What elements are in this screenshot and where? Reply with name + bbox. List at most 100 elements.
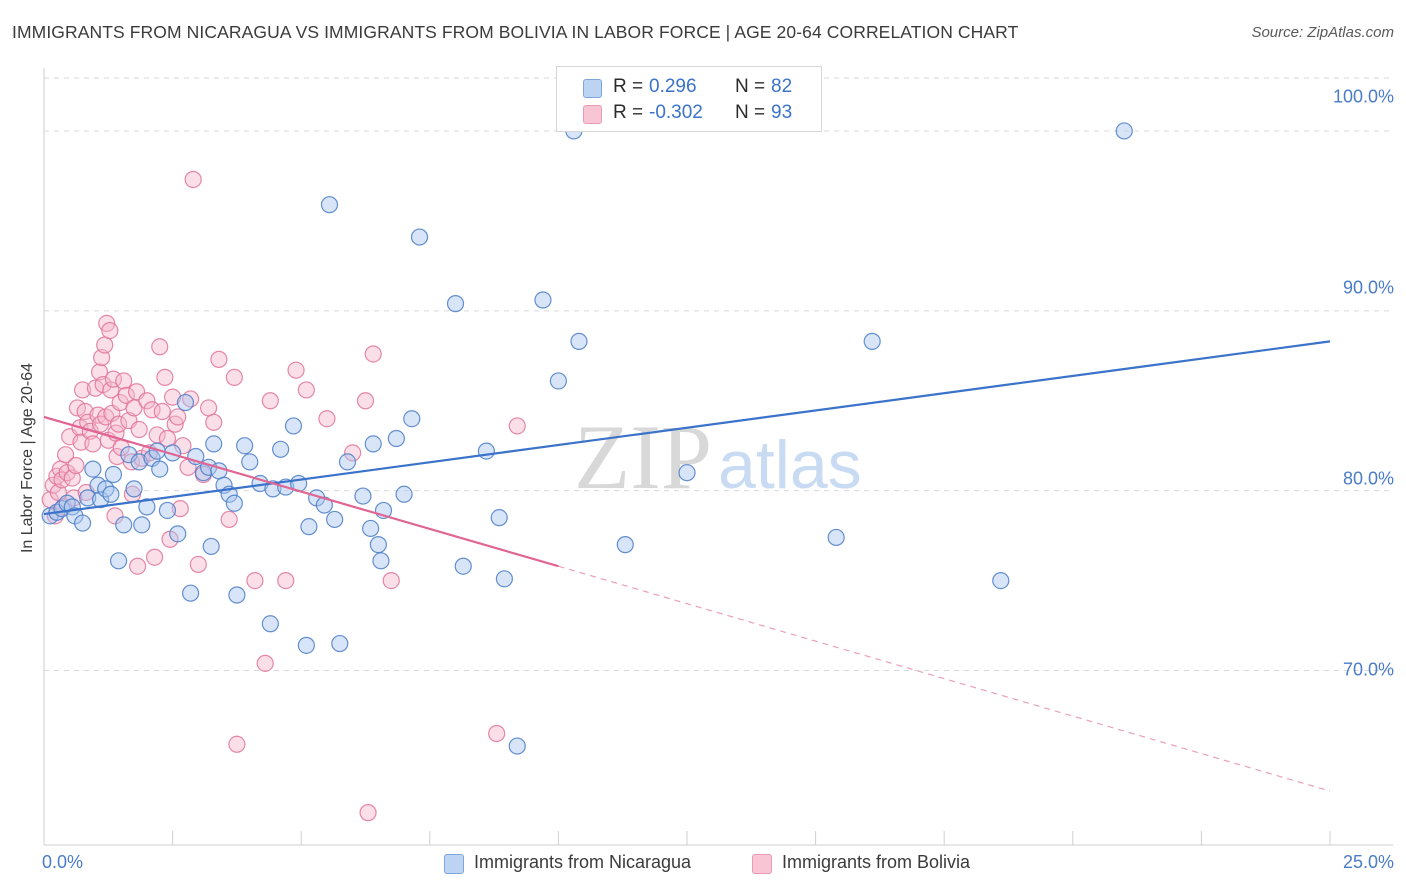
bolivia-point	[117, 386, 135, 404]
nicaragua-point	[369, 536, 387, 554]
bolivia-point	[220, 510, 238, 529]
nicaragua-point	[320, 196, 339, 214]
bolivia-point	[129, 557, 147, 575]
nicaragua-point	[508, 737, 526, 755]
bolivia-point	[200, 399, 218, 417]
bolivia-point	[96, 336, 114, 354]
nicaragua-point	[91, 491, 110, 509]
nicaragua-point	[104, 465, 123, 484]
nicaragua-point	[169, 525, 187, 543]
nicaragua-point	[678, 464, 696, 482]
nicaragua-point	[138, 498, 156, 516]
y-tick-label-100: 100.0%	[1332, 86, 1394, 107]
nicaragua-point	[228, 586, 246, 604]
bolivia-point	[76, 402, 94, 421]
nicaragua-point	[863, 332, 881, 350]
legend-label-nicaragua: Immigrants from Nicaragua	[474, 852, 692, 872]
nicaragua-point	[225, 494, 243, 512]
bolivia-point	[256, 654, 274, 672]
bolivia-point	[228, 735, 246, 753]
nicaragua-trendline	[43, 340, 1331, 516]
y-axis-label: In Labor Force | Age 20-64	[19, 362, 36, 554]
y-tick-label-80: 80.0%	[1342, 468, 1394, 489]
nicaragua-swatch	[583, 79, 602, 98]
nicaragua-point	[387, 429, 405, 448]
nicaragua-point	[182, 584, 200, 602]
nicaragua-point	[73, 514, 92, 532]
bolivia-point	[171, 500, 189, 518]
bolivia-point	[102, 381, 120, 399]
bolivia-point	[84, 435, 102, 453]
bolivia-point	[115, 372, 133, 390]
nicaragua-point	[403, 410, 421, 428]
nicaragua-point	[315, 496, 333, 514]
nicaragua-point	[1115, 122, 1133, 140]
nicaragua-point	[284, 417, 303, 435]
nicaragua-point	[84, 460, 102, 478]
bolivia-swatch	[583, 105, 602, 124]
nicaragua-point	[202, 537, 220, 556]
bolivia-trendline	[43, 415, 559, 568]
bolivia-point	[189, 555, 207, 574]
bolivia-point	[297, 381, 315, 399]
bolivia-point	[164, 388, 182, 406]
nicaragua-point	[362, 519, 380, 538]
nicaragua-point	[300, 518, 318, 536]
bolivia-point	[344, 444, 362, 462]
nicaragua-point	[151, 460, 169, 478]
chart-title: IMMIGRANTS FROM NICARAGUA VS IMMIGRANTS …	[12, 22, 1019, 42]
legend-n-value: 93	[771, 102, 793, 123]
bolivia-point	[184, 170, 202, 189]
nicaragua-point	[133, 516, 151, 534]
bolivia-point	[205, 413, 223, 431]
bolivia-point	[93, 348, 111, 367]
nicaragua-point	[326, 510, 344, 529]
correlation-legend: R = 0.296 N = 82 R = -0.302 N = 93	[556, 66, 822, 132]
nicaragua-point	[272, 440, 290, 458]
nicaragua-point	[372, 552, 390, 570]
legend-r-label: R =	[613, 102, 644, 123]
watermark-atlas: atlas	[718, 427, 862, 503]
bolivia-point	[145, 548, 164, 566]
nicaragua-legend-swatch	[444, 854, 464, 874]
nicaragua-point	[241, 453, 259, 471]
bolivia-point	[287, 361, 305, 379]
nicaragua-point	[79, 489, 97, 507]
watermark-zip: ZIP	[574, 406, 712, 508]
nicaragua-point	[364, 435, 382, 453]
nicaragua-point	[570, 332, 588, 350]
legend-label-bolivia: Immigrants from Bolivia	[782, 852, 971, 872]
bolivia-point	[106, 507, 124, 525]
bolivia-point	[318, 410, 336, 428]
nicaragua-point	[115, 516, 133, 534]
nicaragua-point	[616, 536, 634, 554]
nicaragua-point	[490, 509, 508, 527]
legend-r-value: -0.302	[649, 102, 703, 123]
nicaragua-point	[338, 453, 357, 471]
bolivia-point	[67, 456, 85, 475]
x-tick-label-min: 0.0%	[42, 852, 84, 872]
nicaragua-point	[827, 528, 845, 547]
nicaragua-point	[297, 636, 315, 654]
nicaragua-point	[261, 615, 279, 633]
legend-n-label: N =	[735, 102, 766, 123]
legend-n-value: 82	[771, 76, 793, 97]
bolivia-point	[225, 368, 243, 386]
bolivia-point	[109, 415, 128, 433]
bolivia-point	[246, 572, 264, 590]
nicaragua-point	[395, 485, 413, 503]
bolivia-point	[364, 345, 382, 363]
nicaragua-point	[176, 393, 195, 412]
bolivia-point	[153, 402, 171, 421]
bolivia-legend-swatch	[752, 854, 772, 874]
x-tick-label-max: 25.0%	[1342, 852, 1394, 872]
bolivia-point	[508, 417, 526, 435]
nicaragua-point	[534, 291, 552, 309]
nicaragua-point	[992, 572, 1010, 590]
bolivia-trendline-extension	[558, 565, 1331, 792]
nicaragua-point	[454, 557, 472, 575]
nicaragua-point	[158, 501, 177, 520]
nicaragua-point	[549, 372, 568, 390]
legend-n-label: N =	[735, 76, 766, 97]
